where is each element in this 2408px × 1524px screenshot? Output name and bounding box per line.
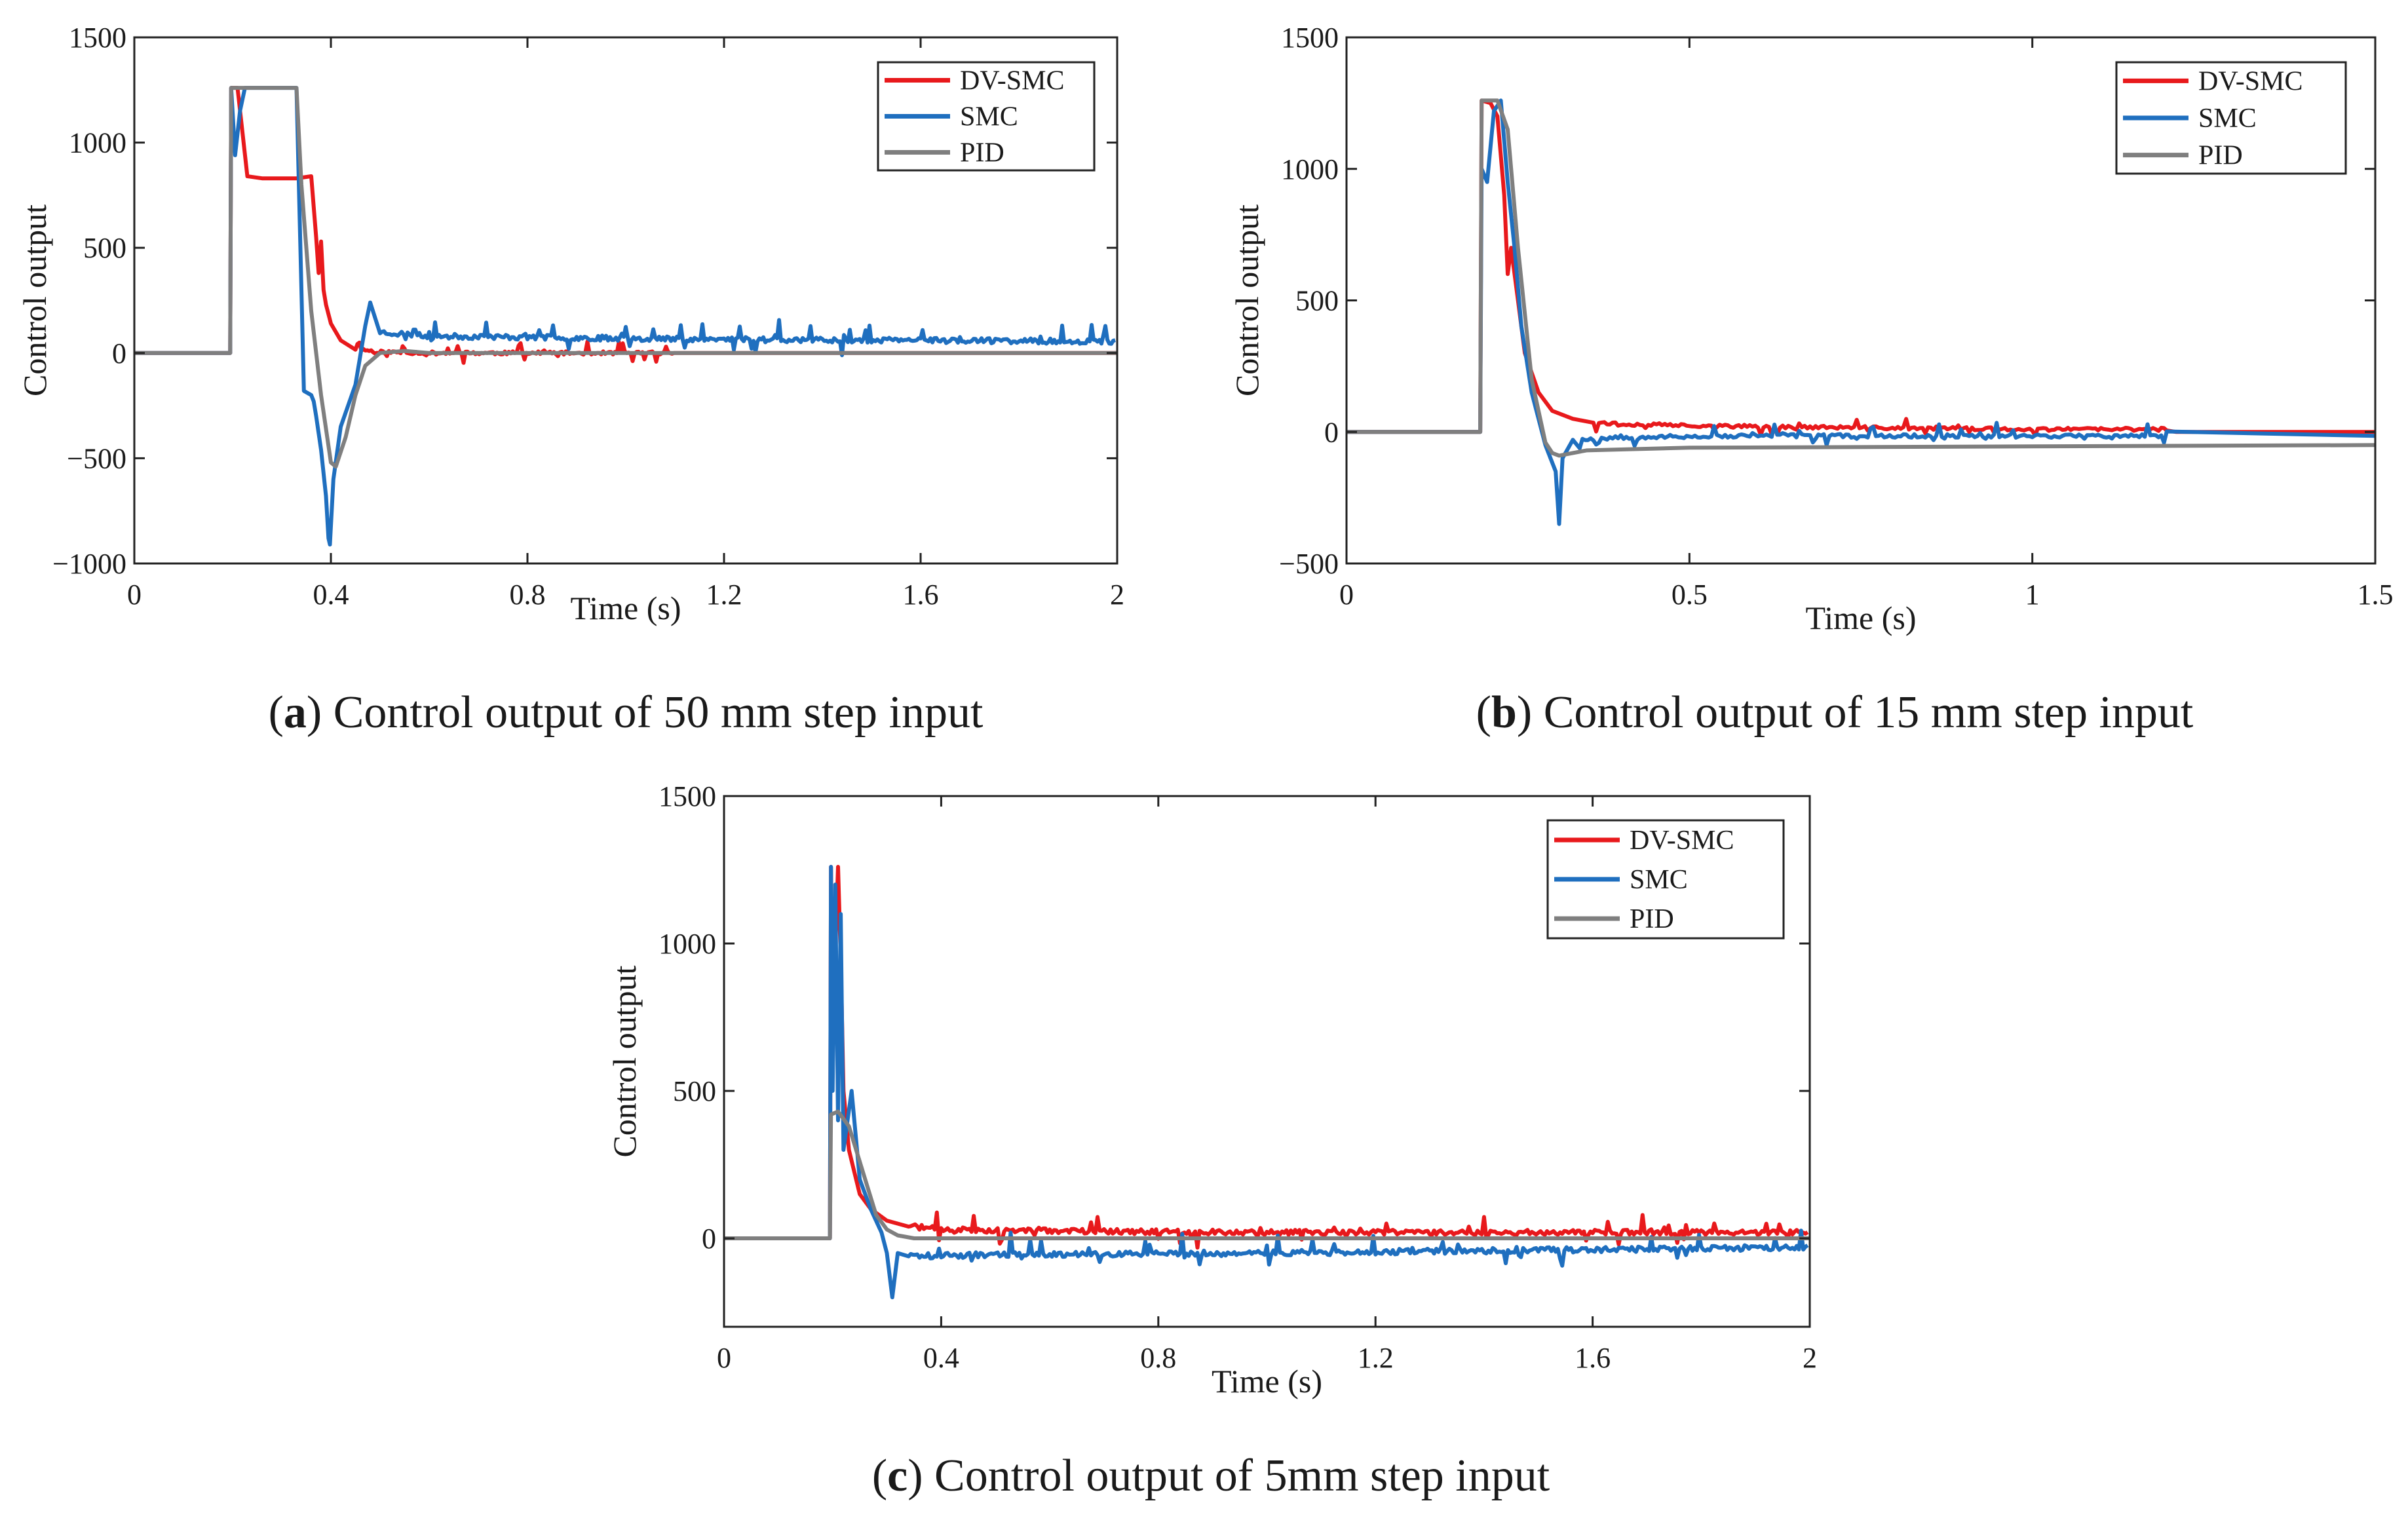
axes-box-c (723, 795, 1811, 1328)
legend-label-pid: PID (2198, 141, 2243, 171)
legend-label-dv-smc: DV-SMC (1630, 826, 1734, 856)
y-tick-label-b: −500 (1279, 548, 1339, 580)
x-tick-label-b: 1 (2025, 579, 2040, 611)
legend-label-pid: PID (960, 138, 1004, 168)
y-tick-label-b: 0 (1324, 416, 1339, 448)
y-tick-label-c: 0 (702, 1223, 716, 1255)
y-axis-label-a: Control output (16, 204, 53, 396)
caption-a: (a) Control output of 50 mm step input (269, 687, 984, 738)
legend-label-smc: SMC (960, 102, 1018, 132)
y-tick-label-b: 1500 (1281, 22, 1339, 54)
x-tick-label-a: 0 (127, 579, 142, 611)
axes-box-a (133, 36, 1118, 565)
x-tick-label-a: 1.6 (903, 579, 939, 611)
x-tick-label-c: 1.6 (1575, 1342, 1611, 1374)
x-tick-label-c: 2 (1803, 1342, 1817, 1374)
x-tick-label-a: 2 (1110, 579, 1124, 611)
x-tick-label-c: 0.8 (1140, 1342, 1176, 1374)
legend-c: DV-SMC SMC PID (1546, 819, 1785, 940)
y-tick-label-a: 0 (112, 337, 126, 370)
series-line-smc-a (134, 86, 1116, 547)
series-line-smc-c (724, 865, 1809, 1299)
y-tick-label-a: −1000 (52, 548, 126, 580)
caption-c: (c) Control output of 5mm step input (872, 1451, 1550, 1501)
y-tick-label-c: 1500 (659, 780, 716, 812)
x-tick-label-b: 1.5 (2358, 579, 2394, 611)
legend-label-dv-smc: DV-SMC (2198, 66, 2303, 96)
series-line-pid-b (1347, 98, 2375, 458)
y-tick-label-a: −500 (67, 442, 126, 474)
x-axis-label-c: Time (s) (1212, 1363, 1322, 1400)
legend-b: DV-SMC SMC PID (2115, 61, 2347, 175)
y-tick-label-a: 500 (83, 232, 126, 264)
x-tick-label-a: 0.8 (510, 579, 546, 611)
plot-a: 0 0.4 0.8 1.2 1.6 2 −1000 −500 0 500 1000 1500 Time … (16, 22, 1124, 626)
x-tick-label-c: 0 (717, 1342, 731, 1374)
x-tick-label-c: 1.2 (1358, 1342, 1394, 1374)
plot-c: 0 0.4 0.8 1.2 1.6 2 0 500 1000 1500 Time (s) Contro… (606, 780, 1817, 1400)
series-line-pid-a (134, 86, 1117, 469)
y-tick-label-c: 1000 (659, 928, 716, 960)
x-tick-label-c: 0.4 (923, 1342, 959, 1374)
x-tick-label-b: 0 (1339, 579, 1354, 611)
series-line-smc-b (1347, 98, 2375, 526)
series-line-dv-smc-b (1347, 98, 2375, 438)
y-axis-label-b: Control output (1229, 204, 1265, 396)
y-tick-label-b: 500 (1295, 285, 1339, 317)
y-tick-label-b: 1000 (1281, 153, 1339, 185)
series-line-dv-smc-c (724, 865, 1809, 1250)
legend-label-dv-smc: DV-SMC (960, 66, 1065, 96)
series-line-pid-c (724, 1109, 1810, 1240)
panel-c: 0 0.4 0.8 1.2 1.6 2 0 500 1000 1500 Time (s) Contro… (606, 780, 1817, 1501)
x-tick-label-a: 0.4 (313, 579, 349, 611)
panel-a: 0 0.4 0.8 1.2 1.6 2 −1000 −500 0 500 1000 1500 Time … (16, 22, 1124, 738)
x-tick-label-b: 0.5 (1672, 579, 1708, 611)
y-tick-label-a: 1000 (69, 127, 126, 159)
x-axis-label-b: Time (s) (1805, 600, 1916, 636)
y-axis-label-c: Control output (606, 965, 643, 1157)
x-tick-label-a: 1.2 (706, 579, 742, 611)
legend-label-smc: SMC (1630, 865, 1688, 895)
y-tick-label-a: 1500 (69, 22, 126, 54)
legend-label-pid: PID (1630, 904, 1674, 934)
legend-a: DV-SMC SMC PID (877, 61, 1096, 172)
x-axis-label-a: Time (s) (570, 590, 681, 626)
caption-b: (b) Control output of 15 mm step input (1476, 687, 2194, 738)
y-tick-label-c: 500 (673, 1075, 716, 1107)
legend-label-smc: SMC (2198, 104, 2257, 134)
